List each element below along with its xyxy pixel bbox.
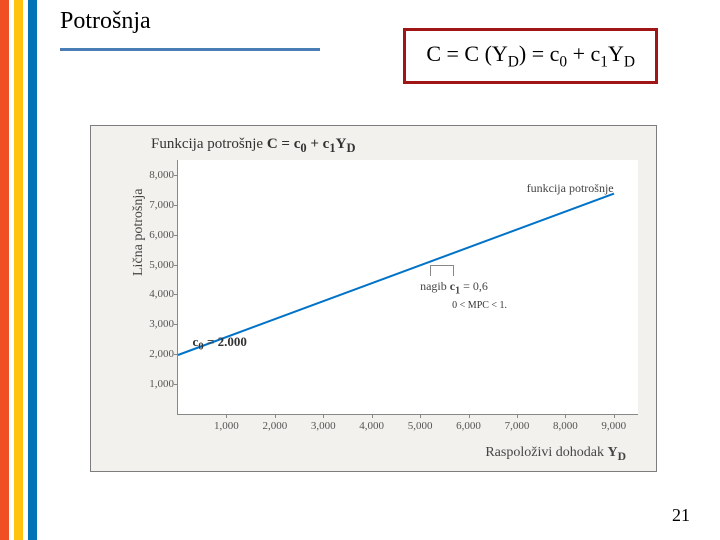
page-number: 21 xyxy=(672,505,690,526)
plot-area: 1,0002,0003,0004,0005,0006,0007,0008,000… xyxy=(177,160,638,415)
y-tick-label: 4,000 xyxy=(136,288,174,300)
x-tick-label: 8,000 xyxy=(547,420,583,432)
x-tick-label: 4,000 xyxy=(354,420,390,432)
y-tick-label: 3,000 xyxy=(136,318,174,330)
slope-label: nagib c1 = 0,6 xyxy=(420,279,488,296)
mpc-note: 0 < MPC < 1. xyxy=(449,299,510,312)
intercept-label: c0 = 2.000 xyxy=(193,334,247,353)
y-tick-label: 6,000 xyxy=(136,229,174,241)
y-tick-label: 2,000 xyxy=(136,348,174,360)
title-underline xyxy=(60,48,320,51)
y-tick-label: 7,000 xyxy=(136,199,174,211)
y-tick-label: 1,000 xyxy=(136,378,174,390)
x-axis-label: Raspoloživi dohodak YD xyxy=(485,445,626,463)
x-tick-label: 6,000 xyxy=(451,420,487,432)
accent-bars xyxy=(0,0,45,540)
x-tick-label: 7,000 xyxy=(499,420,535,432)
x-tick-label: 9,000 xyxy=(596,420,632,432)
consumption-line xyxy=(178,193,614,356)
x-tick-label: 1,000 xyxy=(208,420,244,432)
x-tick-label: 2,000 xyxy=(257,420,293,432)
figure-title: Funkcija potrošnje C = c0 + c1YD xyxy=(151,136,355,156)
line-label: funkcija potrošnje xyxy=(527,181,614,196)
equation-box: C = C (YD) = c0 + c1YD xyxy=(403,28,658,84)
x-tick-label: 5,000 xyxy=(402,420,438,432)
y-tick-label: 8,000 xyxy=(136,169,174,181)
y-tick-label: 5,000 xyxy=(136,259,174,271)
consumption-figure: Funkcija potrošnje C = c0 + c1YD Lična p… xyxy=(90,125,657,472)
slope-bracket xyxy=(430,265,454,276)
x-tick-label: 3,000 xyxy=(305,420,341,432)
